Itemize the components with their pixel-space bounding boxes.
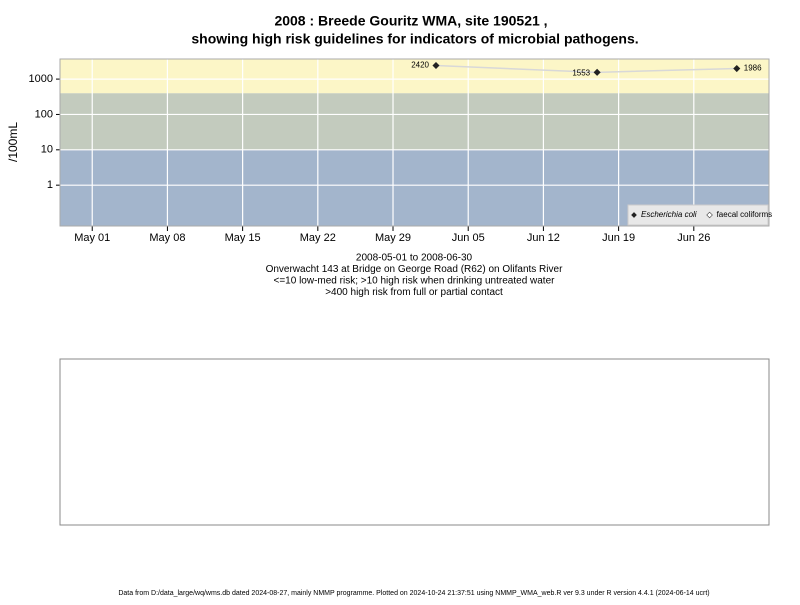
x-tick-label: Jun 12 bbox=[527, 232, 560, 244]
x-tick-label: Jun 19 bbox=[602, 232, 635, 244]
x-tick-label: Jun 26 bbox=[677, 232, 710, 244]
y-tick-label: 1 bbox=[47, 179, 53, 191]
footer: Data from D:/data_large/wq/wms.db dated … bbox=[118, 590, 709, 597]
data-label: 1553 bbox=[572, 68, 590, 77]
x-tick-label: May 15 bbox=[225, 232, 261, 244]
legend-label: Escherichia coli bbox=[641, 210, 697, 219]
risk-band bbox=[60, 59, 769, 94]
chart-title: 2008 : Breede Gouritz WMA, site 190521 , bbox=[274, 13, 547, 29]
data-label: 1986 bbox=[744, 64, 762, 73]
note: <=10 low-med risk; >10 high risk when dr… bbox=[274, 276, 556, 287]
legend-label: faecal coliforms bbox=[717, 210, 773, 219]
plot-frame bbox=[59, 58, 770, 227]
note: >400 high risk from full or partial cont… bbox=[325, 287, 503, 298]
x-tick-label: May 29 bbox=[375, 232, 411, 244]
y-tick-label: 10 bbox=[41, 144, 53, 156]
note: Onverwacht 143 at Bridge on George Road … bbox=[266, 264, 563, 275]
note: 2008-05-01 to 2008-06-30 bbox=[356, 253, 473, 264]
empty-panel bbox=[59, 358, 770, 526]
data-point bbox=[432, 61, 440, 70]
legend-marker bbox=[706, 211, 713, 219]
y-tick-label: 100 bbox=[35, 108, 53, 120]
x-tick-label: May 08 bbox=[149, 232, 185, 244]
chart-subtitle: showing high risk guidelines for indicat… bbox=[191, 31, 638, 47]
data-point bbox=[593, 68, 601, 76]
risk-band bbox=[60, 93, 769, 150]
data-label: 2420 bbox=[411, 61, 429, 70]
y-axis-label: /100mL bbox=[6, 122, 20, 162]
legend-box bbox=[627, 204, 769, 226]
legend-marker bbox=[631, 212, 637, 218]
x-tick-label: May 01 bbox=[74, 232, 110, 244]
x-tick-label: May 22 bbox=[300, 232, 336, 244]
y-tick-label: 1000 bbox=[29, 73, 53, 85]
x-tick-label: Jun 05 bbox=[452, 232, 485, 244]
data-point bbox=[733, 65, 741, 73]
